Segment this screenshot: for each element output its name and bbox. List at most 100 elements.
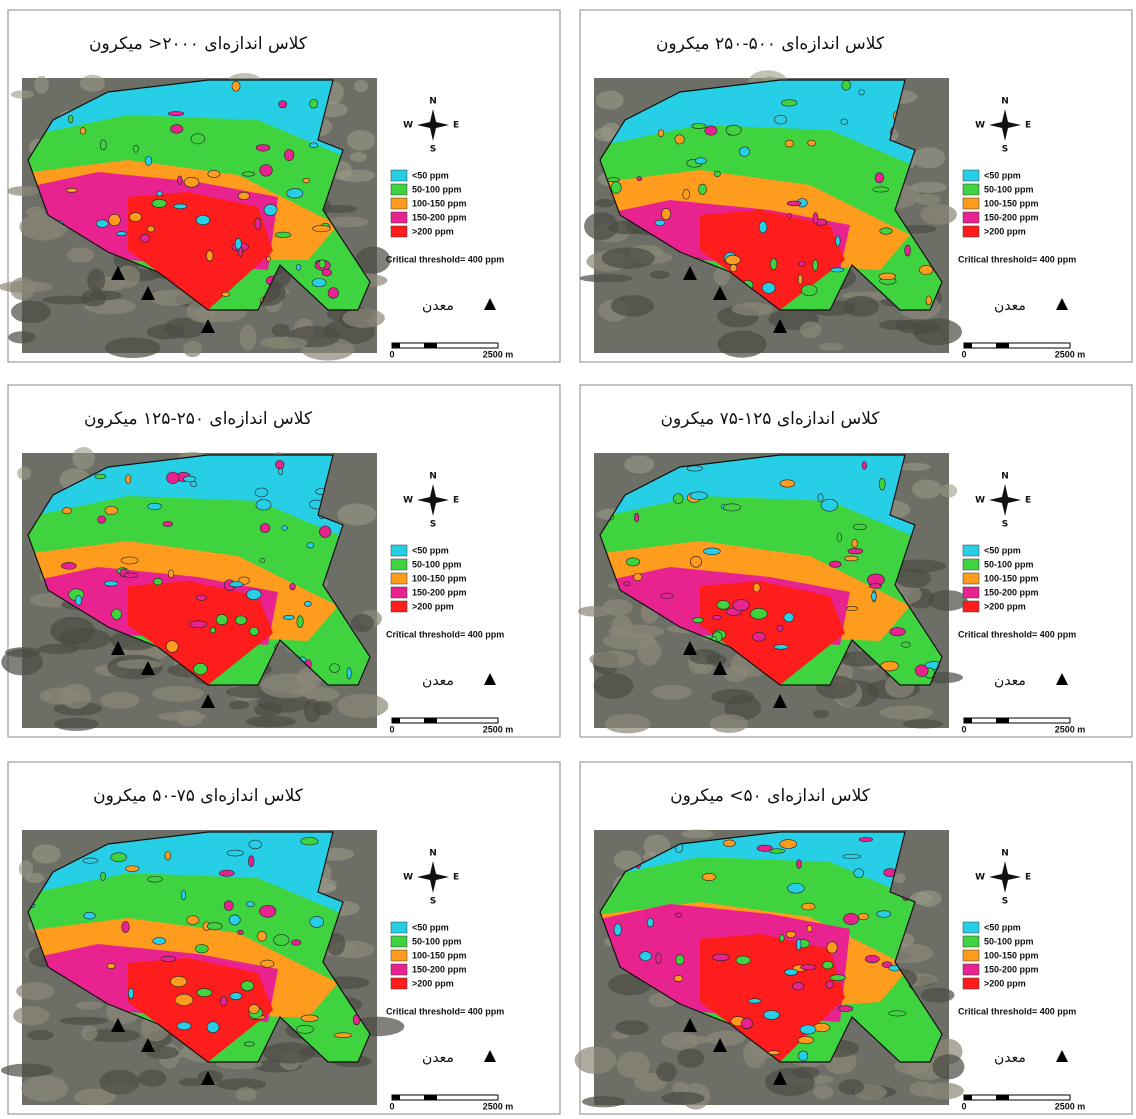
zone-patch: [842, 80, 851, 90]
map-panel: کلاس اندازه‌ای ۲۰۰۰< میکرونNSWE<50 ppm50…: [0, 10, 560, 370]
zone-patch: [673, 494, 683, 504]
zone-patch: [264, 204, 277, 215]
compass-e: E: [1025, 496, 1031, 506]
legend-swatch: [963, 950, 979, 961]
zone-patch: [61, 562, 76, 569]
zone-patch: [148, 876, 163, 882]
zone-patch: [319, 526, 330, 538]
zone-patch: [157, 192, 163, 197]
zone-patch: [178, 176, 183, 185]
scale-segment: [424, 718, 437, 723]
zone-patch: [95, 474, 106, 479]
zone-patch: [96, 220, 108, 228]
zone-patch: [762, 283, 775, 294]
zone-patch: [105, 506, 118, 514]
legend-label: 100-150 ppm: [412, 198, 467, 208]
compass-e: E: [453, 496, 459, 506]
zone-patch: [844, 913, 859, 924]
threshold-note: Critical threshold= 400 ppm: [958, 629, 1076, 639]
legend-swatch: [391, 170, 407, 181]
legend-swatch: [963, 226, 979, 237]
zone-patch: [626, 558, 639, 566]
legend-swatch: [963, 545, 979, 556]
zone-patch: [865, 955, 879, 963]
zone-patch: [187, 916, 199, 925]
panel-title: کلاس اندازه‌ای ۲۰۰۰< میکرون: [89, 34, 308, 54]
panel-title: کلاس اندازه‌ای ۵۰> میکرون: [670, 786, 871, 806]
scale-segment: [424, 343, 437, 348]
zone-patch: [148, 503, 162, 510]
zone-patch: [207, 1022, 219, 1033]
zone-patch: [877, 911, 891, 918]
legend-label: <50 ppm: [984, 545, 1021, 555]
zone-patch: [109, 214, 121, 226]
zone-patch: [170, 976, 186, 986]
panel-title: کلاس اندازه‌ای ۵۰۰-۲۵۰ میکرون: [656, 34, 885, 54]
zone-patch: [229, 915, 240, 925]
legend-swatch: [963, 601, 979, 612]
scale-start: 0: [389, 724, 394, 734]
zone-patch: [781, 100, 797, 106]
zone-patch: [163, 521, 173, 526]
zone-patch: [607, 178, 619, 182]
zone-patch: [68, 115, 73, 123]
zone-patch: [310, 143, 318, 148]
zone-patch: [873, 187, 889, 192]
mine-legend-label: معدن: [422, 298, 454, 314]
legend-label: 100-150 ppm: [984, 573, 1039, 583]
zone-patch: [658, 130, 664, 137]
zone-patch: [675, 913, 682, 917]
zone-patch: [122, 921, 130, 932]
zone-patch: [249, 840, 262, 849]
threshold-note: Critical threshold= 400 ppm: [958, 1006, 1076, 1016]
legend-swatch: [963, 198, 979, 209]
zone-patch: [777, 625, 783, 631]
zone-patch: [787, 883, 804, 893]
compass-w: W: [975, 121, 985, 131]
zone-patch: [800, 1025, 816, 1034]
zone-patch: [126, 866, 139, 872]
zone-patch: [241, 981, 254, 991]
map-panel: کلاس اندازه‌ای ۷۵-۵۰ میکرونNSWE<50 ppm50…: [1, 762, 560, 1119]
zone-patch: [255, 488, 268, 497]
legend-label: 150-200 ppm: [412, 587, 467, 597]
zone-patch: [184, 476, 196, 482]
zone-patch: [858, 913, 868, 919]
zone-patch: [196, 215, 210, 224]
legend-label: >200 ppm: [412, 601, 454, 611]
zone-patch: [145, 156, 152, 165]
zone-patch: [835, 236, 840, 246]
zone-patch: [759, 221, 767, 233]
zone-patch: [661, 208, 670, 219]
compass-s: S: [1002, 145, 1008, 155]
zone-patch: [634, 513, 638, 522]
zone-patch: [98, 516, 106, 523]
zone-patch: [191, 134, 205, 144]
legend-label: >200 ppm: [412, 226, 454, 236]
zone-patch: [826, 981, 834, 988]
zone-patch: [238, 930, 244, 934]
legend-swatch: [963, 573, 979, 584]
compass-e: E: [453, 873, 459, 883]
zone-patch: [655, 220, 665, 226]
zone-patch: [249, 1004, 260, 1013]
legend-label: >200 ppm: [984, 978, 1026, 988]
legend-label: 150-200 ppm: [984, 587, 1039, 597]
zone-patch: [276, 460, 285, 469]
legend-label: <50 ppm: [412, 922, 449, 932]
zone-patch: [656, 953, 661, 964]
zone-patch: [801, 285, 817, 296]
zone-patch: [232, 81, 240, 91]
scale-segment: [964, 718, 972, 723]
zone-patch: [624, 582, 630, 586]
zone-patch: [216, 614, 228, 624]
compass-s: S: [430, 897, 436, 907]
zone-patch: [80, 128, 86, 135]
zone-patch: [301, 837, 318, 845]
zone-patch: [83, 858, 98, 863]
legend-swatch: [391, 573, 407, 584]
zone-patch: [175, 994, 193, 1006]
threshold-note: Critical threshold= 400 ppm: [386, 254, 504, 264]
zone-patch: [181, 890, 186, 900]
zone-patch: [797, 860, 802, 869]
